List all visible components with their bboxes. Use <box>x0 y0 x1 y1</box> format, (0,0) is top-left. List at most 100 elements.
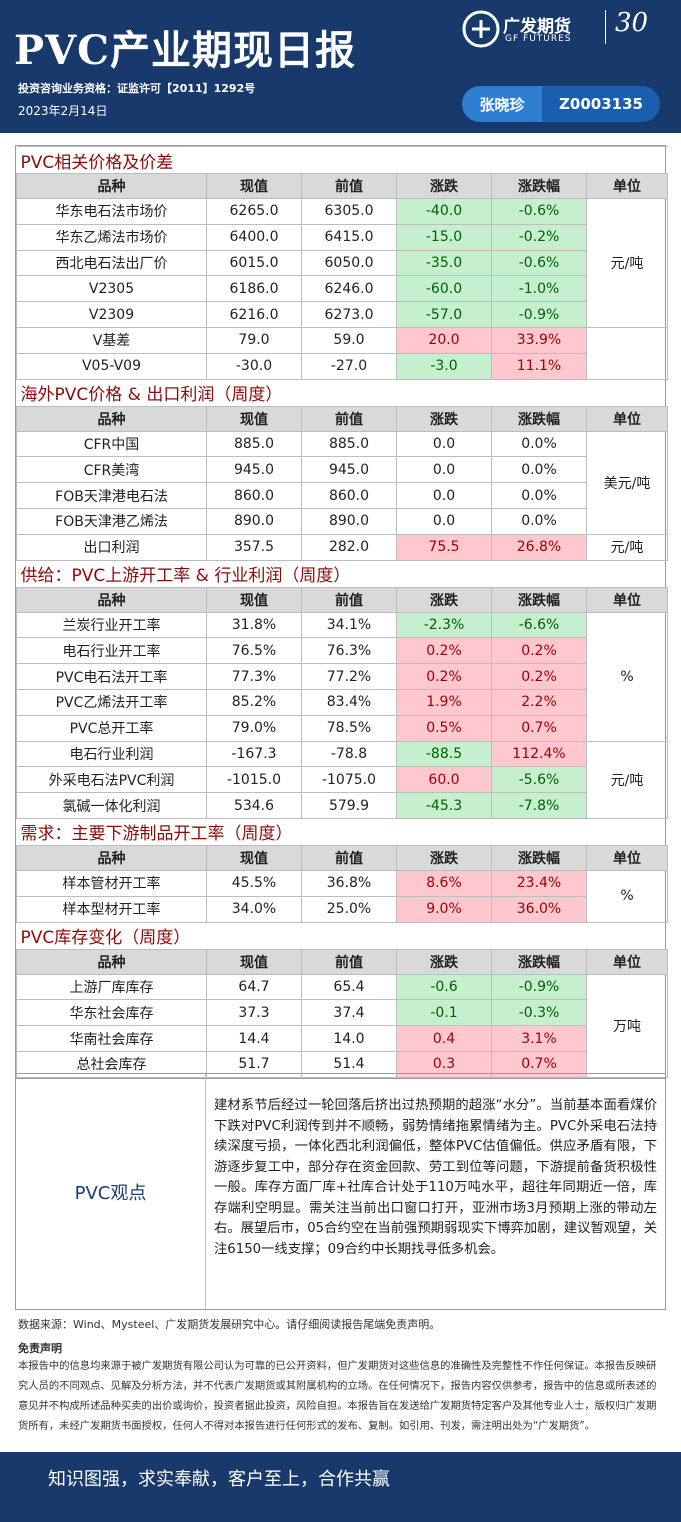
data-row: 华东社会库存 37.3 37.4 -0.1 -0.3% <box>16 999 668 1027</box>
cell: 26.8% <box>491 533 587 561</box>
cell: 6186.0 <box>206 275 302 303</box>
cell: 6305.0 <box>301 198 397 225</box>
cell: 75.5 <box>396 533 492 561</box>
divider <box>605 10 606 44</box>
cell: 79.0% <box>206 714 302 742</box>
viewpoint-label: PVC观点 <box>16 1074 206 1309</box>
column-header: 品种 <box>16 173 207 199</box>
column-header: 涨跌 <box>396 586 492 613</box>
item-name: 电石行业利润 <box>16 740 207 768</box>
disclaimer: 本报告中的信息均来源于被广发期货有限公司认为可靠的已公开资料，但广发期货对这些信… <box>18 1360 657 1432</box>
cell: 8.6% <box>396 869 492 897</box>
data-row: FOB天津港电石法 860.0 860.0 0.0 0.0% <box>16 482 668 509</box>
cell: 0.2% <box>491 637 587 665</box>
column-header: 品种 <box>16 586 207 613</box>
cell: -1.0% <box>491 275 587 303</box>
cell: 11.1% <box>491 352 587 380</box>
unit: 美元/吨 <box>585 430 669 535</box>
author: 张晓珍 <box>462 86 542 122</box>
cell: 77.3% <box>206 663 302 690</box>
license: 投资咨询业务资格：证监许可【2011】1292号 <box>18 82 256 95</box>
cell: -0.2% <box>491 223 587 251</box>
header-row: 品种 现值 前值 涨跌 涨跌幅 单位 <box>16 405 669 432</box>
cell: 0.0 <box>396 482 492 509</box>
cell: 945.0 <box>206 456 302 484</box>
column-header: 单位 <box>585 173 669 199</box>
item-name: 华东乙烯法市场价 <box>16 223 207 251</box>
cell: -5.6% <box>491 766 587 794</box>
cell: -35.0 <box>396 249 492 277</box>
data-row: 氯碱一体化利润 534.6 579.9 -45.3 -7.8% <box>16 792 668 819</box>
item-name: V基差 <box>16 326 207 354</box>
logo-icon <box>462 10 500 48</box>
column-header: 单位 <box>585 586 669 613</box>
section-row: 供给：PVC上游开工率 & 行业利润（周度） <box>16 559 668 588</box>
item-name: 外采电石法PVC利润 <box>16 766 207 794</box>
data-row: 华东电石法市场价 6265.0 6305.0 -40.0 -0.6% 元/吨 <box>16 198 669 328</box>
disclaimer-title: 免责声明 <box>18 1342 62 1355</box>
author-pill: 张晓珍 Z0003135 <box>462 86 660 122</box>
item-name: FOB天津港乙烯法 <box>16 507 207 535</box>
item-name: 华东社会库存 <box>16 999 207 1027</box>
column-header: 品种 <box>16 844 207 871</box>
cell: 77.2% <box>301 663 397 690</box>
cell: -0.3% <box>491 999 587 1027</box>
cell: 0.0% <box>491 430 587 458</box>
data-row: 上游厂库库存 64.7 65.4 -0.6 -0.9% 万吨 <box>16 973 669 1078</box>
column-header: 涨跌 <box>396 405 492 432</box>
item-name: 氯碱一体化利润 <box>16 792 207 819</box>
section-title: 需求：主要下游制品开工率（周度） <box>16 817 668 846</box>
data-row: CFR美湾 945.0 945.0 0.0 0.0% <box>16 456 668 484</box>
cell: 6216.0 <box>206 301 302 328</box>
data-row: V05-V09 -30.0 -27.0 -3.0 11.1% <box>16 352 668 380</box>
section-title: PVC库存变化（周度） <box>16 921 668 950</box>
cell: 282.0 <box>301 533 397 561</box>
cell: 885.0 <box>206 430 302 458</box>
section-row: 需求：主要下游制品开工率（周度） <box>16 817 668 846</box>
item-name: PVC电石法开工率 <box>16 663 207 690</box>
cell: 60.0 <box>396 766 492 794</box>
header: PVC产业期现日报 投资咨询业务资格：证监许可【2011】1292号 2023年… <box>0 0 681 133</box>
column-header: 涨跌 <box>396 948 492 975</box>
column-header: 涨跌幅 <box>491 173 587 199</box>
item-name: V2309 <box>16 301 207 328</box>
item-name: 上游厂库库存 <box>16 973 207 1001</box>
cell: -0.9% <box>491 973 587 1001</box>
cell: 0.0 <box>396 507 492 535</box>
cell: 945.0 <box>301 456 397 484</box>
data-row: PVC电石法开工率 77.3% 77.2% 0.2% 0.2% <box>16 663 668 690</box>
column-header: 前值 <box>301 586 397 613</box>
cell: 34.0% <box>206 895 302 923</box>
table-wrap: PVC相关价格及价差 品种 现值 前值 涨跌 涨跌幅 单位 华东电石法市场价 6265.0 630… <box>15 145 669 1079</box>
column-header: 品种 <box>16 405 207 432</box>
item-name: FOB天津港电石法 <box>16 482 207 509</box>
unit: 万吨 <box>585 973 669 1078</box>
cell: 0.0 <box>396 430 492 458</box>
cell: 0.2% <box>491 663 587 690</box>
cell: 37.3 <box>206 999 302 1027</box>
data-row: V2305 6186.0 6246.0 -60.0 -1.0% <box>16 275 668 303</box>
column-header: 品种 <box>16 948 207 975</box>
cell: 112.4% <box>491 740 587 768</box>
cell: -45.3 <box>396 792 492 819</box>
unit <box>585 326 669 380</box>
unit: 元/吨 <box>585 533 669 561</box>
column-header: 现值 <box>206 586 302 613</box>
cell: 890.0 <box>301 507 397 535</box>
data-row: 兰炭行业开工率 31.8% 34.1% -2.3% -6.6%% <box>16 611 669 742</box>
data-row: 电石行业利润 -167.3 -78.8 -88.5 112.4% 元/吨 <box>16 740 669 819</box>
cell: -0.1 <box>396 999 492 1027</box>
unit: 元/吨 <box>585 740 669 819</box>
header-row: 品种 现值 前值 涨跌 涨跌幅 单位 <box>16 844 669 871</box>
column-header: 前值 <box>301 948 397 975</box>
data-row: 华南社会库存 14.4 14.0 0.4 3.1% <box>16 1025 668 1052</box>
cell: 45.5% <box>206 869 302 897</box>
section-title: PVC相关价格及价差 <box>16 146 668 174</box>
cell: 65.4 <box>301 973 397 1001</box>
cell: 357.5 <box>206 533 302 561</box>
data-row: 西北电石法出厂价 6015.0 6050.0 -35.0 -0.6% <box>16 249 668 277</box>
cell: -78.8 <box>301 740 397 768</box>
cell: 2.2% <box>491 688 587 716</box>
column-header: 前值 <box>301 173 397 199</box>
